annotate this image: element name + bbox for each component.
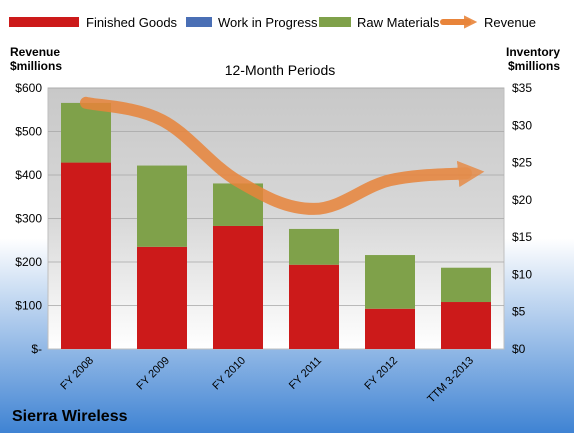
right-axis-ticks: $0 $5 $10 $15 $20 $25 $30 $35 — [512, 81, 532, 356]
bar-finished-goods — [137, 246, 187, 349]
left-tick-label: $200 — [15, 255, 42, 269]
right-tick-label: $25 — [512, 156, 532, 170]
right-tick-label: $10 — [512, 267, 532, 281]
left-axis-title-line1: Revenue — [10, 45, 60, 59]
left-axis-title-line2: $millions — [10, 59, 62, 73]
right-tick-label: $15 — [512, 230, 532, 244]
legend-swatch-raw-materials — [319, 17, 351, 27]
right-axis-title-line2: $millions — [508, 59, 560, 73]
legend-swatch-work-in-progress — [186, 17, 212, 27]
left-tick-label: $- — [31, 342, 42, 356]
bar-raw-materials — [137, 165, 187, 247]
bar-raw-materials — [289, 228, 339, 265]
legend-label-revenue: Revenue — [484, 15, 536, 30]
company-name: Sierra Wireless — [12, 408, 128, 425]
left-tick-label: $300 — [15, 212, 42, 226]
bar-finished-goods — [61, 162, 111, 349]
legend-swatch-finished-goods — [9, 17, 79, 27]
legend-label-raw-materials: Raw Materials — [357, 15, 440, 30]
right-tick-label: $5 — [512, 305, 526, 319]
right-tick-label: $30 — [512, 118, 532, 132]
bar-finished-goods — [289, 264, 339, 349]
chart-title: 12-Month Periods — [225, 62, 336, 78]
left-tick-label: $100 — [15, 299, 42, 313]
right-tick-label: $20 — [512, 193, 532, 207]
bar-finished-goods — [441, 302, 491, 349]
legend: Finished Goods Work in Progress Raw Mate… — [9, 15, 536, 30]
right-axis-title-line1: Inventory — [506, 45, 560, 59]
bar-raw-materials — [61, 102, 111, 163]
bar-raw-materials — [441, 267, 491, 303]
legend-label-finished-goods: Finished Goods — [86, 15, 178, 30]
bar-finished-goods — [365, 308, 415, 349]
right-tick-label: $0 — [512, 342, 526, 356]
right-tick-label: $35 — [512, 81, 532, 95]
left-tick-label: $600 — [15, 81, 42, 95]
bar-series — [61, 102, 491, 349]
revenue-line — [80, 96, 485, 215]
legend-label-work-in-progress: Work in Progress — [218, 15, 318, 30]
bar-finished-goods — [213, 225, 263, 349]
left-tick-label: $500 — [15, 125, 42, 139]
bar-raw-materials — [365, 255, 415, 309]
left-tick-label: $400 — [15, 168, 42, 182]
left-axis-ticks: $- $100 $200 $300 $400 $500 $600 — [15, 81, 42, 356]
